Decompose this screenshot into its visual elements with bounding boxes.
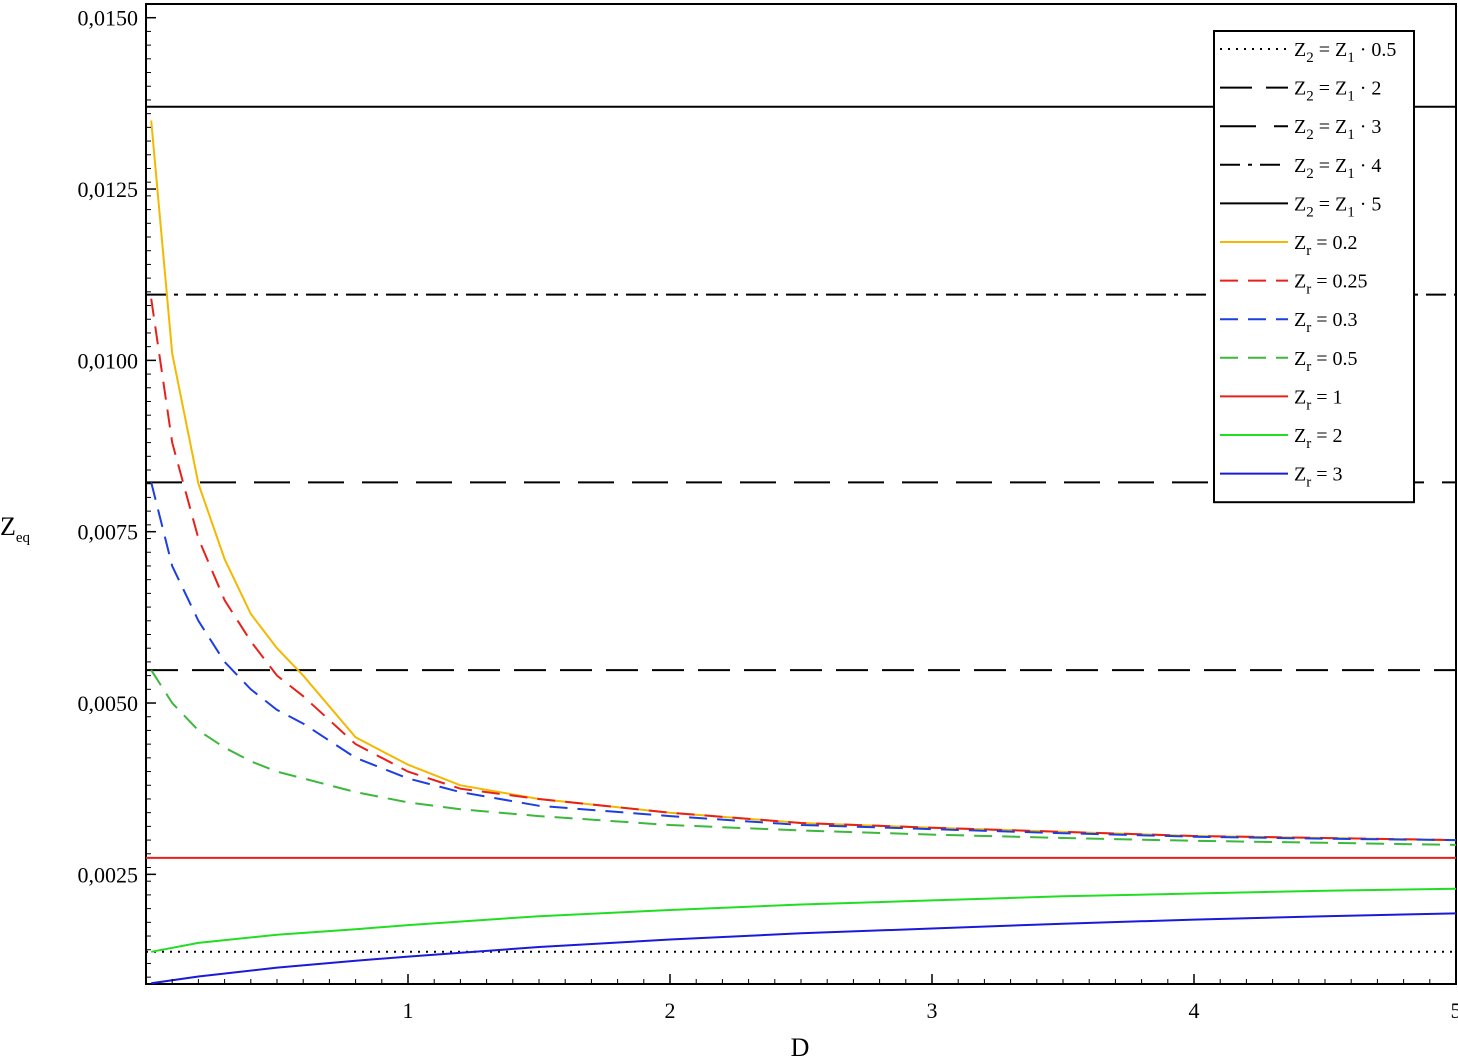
legend: Z2 = Z1 · 0.5 Z2 = Z1 · 2 Z2 = Z1 · 3 Z2 = … (1213, 30, 1415, 504)
legend-label-z2-2: Z2 = Z1 · 2 (1294, 78, 1381, 105)
legend-label-z2-05: Z2 = Z1 · 0.5 (1294, 39, 1396, 66)
axis-layer: 1 2 3 4 5 0,0025 0,0050 0,0075 0,0100 0,0125 0,015… (78, 6, 1458, 1023)
y-tick-label-0,0050: 0,0050 (78, 691, 139, 716)
legend-box (1213, 30, 1415, 504)
x-tick-label-2: 2 (665, 998, 676, 1023)
series-line-zr-2 (151, 887, 1456, 953)
y-tick-label-0,0100: 0,0100 (78, 348, 139, 373)
legend-label-zr-03: Zr = 0.3 (1294, 309, 1358, 336)
x-axis-title: D (791, 1033, 810, 1060)
x-tick-label-1: 1 (403, 998, 414, 1023)
series-line-zr-025 (150, 298, 1456, 842)
series-line-zr-05 (150, 669, 1456, 846)
legend-label-zr-02: Zr = 0.2 (1294, 232, 1358, 259)
x-tick-label-4: 4 (1189, 998, 1200, 1023)
legend-label-z2-4: Z2 = Z1 · 4 (1294, 155, 1381, 182)
y-tick-label-0,0150: 0,0150 (78, 6, 139, 31)
y-axis-title: Zeq (0, 512, 31, 546)
x-tick-label-3: 3 (927, 998, 938, 1023)
legend-label-zr-05: Zr = 0.5 (1294, 348, 1358, 375)
y-tick-label-0,0025: 0,0025 (78, 862, 139, 887)
legend-label-zr-2: Zr = 2 (1294, 425, 1343, 452)
x-tick-label-5: 5 (1451, 998, 1458, 1023)
y-tick-label-0,0125: 0,0125 (78, 177, 139, 202)
legend-label-zr-1: Zr = 1 (1294, 386, 1343, 413)
legend-label-zr-3: Zr = 3 (1294, 464, 1343, 491)
legend-label-zr-025: Zr = 0.25 (1294, 271, 1368, 298)
legend-label-z2-5: Z2 = Z1 · 5 (1294, 193, 1381, 220)
y-tick-label-0,0075: 0,0075 (78, 520, 139, 545)
legend-label-z2-3: Z2 = Z1 · 3 (1294, 116, 1381, 143)
series-line-zr-03 (150, 482, 1456, 842)
series-line-zr-3 (151, 912, 1456, 984)
